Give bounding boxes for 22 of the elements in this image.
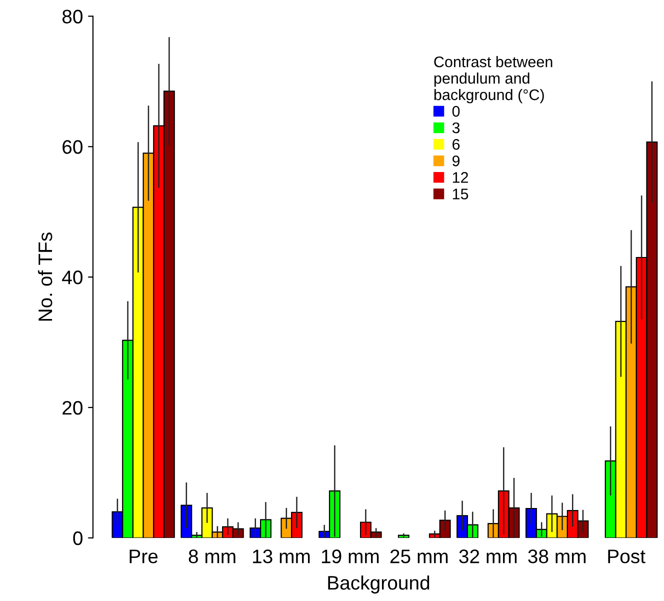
- x-tick-label: Post: [608, 550, 646, 564]
- legend-label: 0: [452, 106, 460, 117]
- y-tick-label: 40: [62, 270, 82, 284]
- legend-label: 15: [452, 188, 468, 200]
- x-tick-label: 13 mm: [253, 550, 310, 564]
- y-axis-title: No. of TFs: [38, 232, 52, 321]
- x-tick-label: 25 mm: [390, 550, 448, 564]
- x-axis-title: Background: [328, 575, 430, 594]
- legend-label: 9: [452, 156, 460, 166]
- x-tick-label: 19 mm: [322, 550, 379, 564]
- legend-title: Contrast between pendulum and background (°C): [434, 56, 552, 104]
- x-tick-label: 38 mm: [528, 550, 586, 564]
- x-tick-label: Pre: [130, 550, 158, 564]
- x-tick-label: 32 mm: [459, 550, 517, 564]
- y-tick-label: 80: [62, 10, 82, 24]
- y-tick-label: 60: [62, 140, 82, 154]
- y-tick-label: 0: [73, 531, 82, 546]
- y-tick-label: 20: [62, 400, 82, 415]
- legend-label: 3: [452, 122, 460, 134]
- legend-label: 6: [452, 138, 460, 150]
- x-tick-label: 8 mm: [188, 550, 236, 564]
- legend-label: 12: [452, 172, 468, 183]
